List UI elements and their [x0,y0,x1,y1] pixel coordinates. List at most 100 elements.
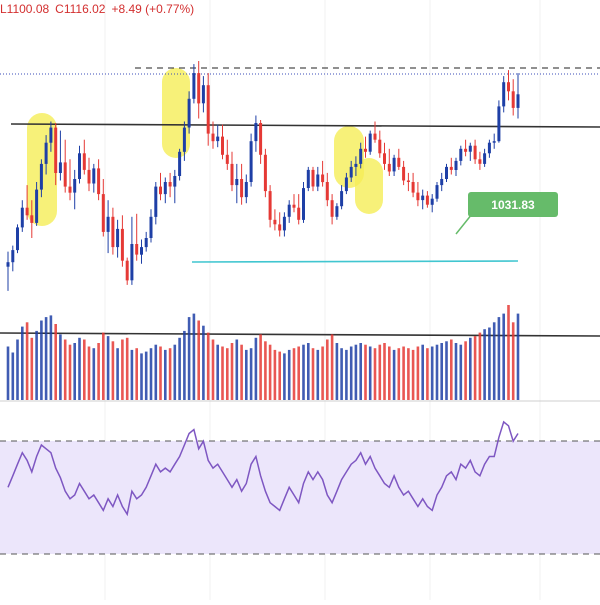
candle-body [430,198,434,205]
candle-body [306,169,310,188]
candle-body [187,98,191,128]
candle-body [82,153,86,170]
candle-body [406,180,410,182]
candle-body [435,185,439,199]
candle-body [49,127,53,143]
volume-bar [259,334,262,400]
volume-bar [283,353,286,400]
candle-body [421,195,425,201]
candle-body [387,163,391,172]
volume-bar [54,324,57,400]
candle-body [168,182,172,187]
candle-body [316,174,320,187]
candle-body [125,260,129,281]
candle-body [97,168,101,195]
candle-body [120,228,124,261]
volume-bar [183,330,186,400]
candle-body [159,186,162,195]
volume-bar [354,344,358,400]
volume-bar [40,320,43,400]
candle-body [340,191,344,207]
candle-body [492,141,496,143]
volume-bar [454,343,458,400]
candle-body [259,123,263,155]
volume-bar [292,348,296,400]
volume-bar [364,344,367,400]
candle-body [16,227,19,251]
volume-bar [6,346,10,400]
volume-bar [459,344,463,400]
candle-body [473,145,477,160]
candle-body [478,159,482,164]
candle-body [464,148,468,152]
candlesticks [6,61,520,291]
volume-bar [511,322,515,400]
candle-body [173,176,177,187]
candle-body [449,166,453,170]
candle-body [192,73,196,99]
candle-body [235,179,239,186]
volume-bar [373,348,377,400]
volume-bar [397,348,401,400]
ohlc-close: C1116.02 [55,2,106,16]
candle-body [335,206,339,217]
volume-bar [349,346,353,400]
volume-bar [230,343,234,400]
volume-bar [378,344,382,400]
highlight-4 [355,158,383,214]
candle-body [273,219,277,225]
candle-body [6,262,10,267]
volume-bar [44,317,48,400]
candle-body [201,85,205,104]
volume-bar [483,329,486,400]
volume-bar [302,344,305,400]
volume-bar [388,346,391,400]
volume-bar [469,337,472,400]
candle-body [44,142,48,164]
candle-body [197,73,201,104]
candle-body [373,133,377,140]
volume-bar [30,337,34,400]
volume-bar [187,317,191,400]
volume-bar [507,305,510,400]
candle-body [487,142,491,154]
volume-bar [340,348,343,400]
volume-bar [240,344,243,400]
volume-bar [154,344,158,400]
volume-bar [59,334,62,400]
candle-body [440,179,444,186]
candle-body [144,238,148,248]
candle-body [468,145,472,152]
candle-body [397,157,401,167]
volume-bar [478,332,482,400]
candle-body [425,195,429,205]
candle-body [364,148,367,152]
volume-bars [6,305,520,400]
volume-bar [502,313,505,400]
volume-bar [83,339,86,400]
volume-bar [97,343,100,400]
volume-bar [488,327,491,400]
candle-body [282,216,286,231]
volume-bar [206,332,210,400]
volume-bar [192,313,196,400]
volume-bar [25,322,29,400]
volume-bar [68,344,72,400]
candle-body [392,157,396,172]
volume-bar [359,343,362,400]
volume-bar [116,348,119,400]
rsi-line [7,420,519,517]
candle-body [368,133,372,152]
candle-body [78,153,81,179]
volume-bar [178,337,181,400]
candle-body [344,177,348,192]
price-annotation-label[interactable]: 1031.83 [468,192,558,217]
volume-bar [226,348,229,400]
volume-bar [330,334,334,400]
candle-body [54,127,58,173]
volume-bar [321,346,324,400]
volume-bar [73,343,76,400]
candle-body [321,174,325,183]
